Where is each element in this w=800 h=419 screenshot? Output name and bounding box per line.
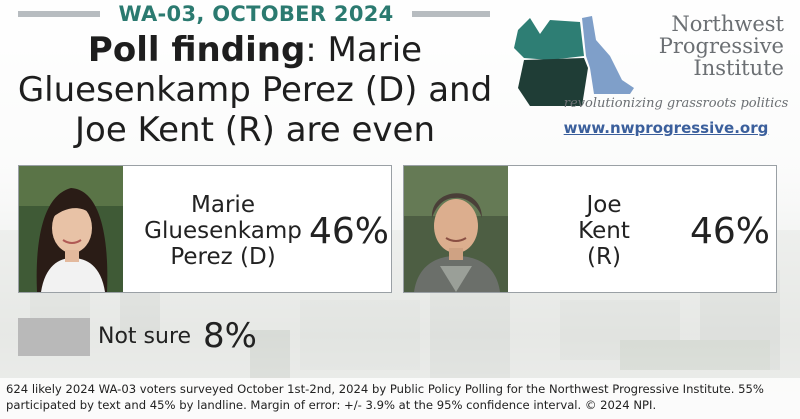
kicker-rule-left bbox=[18, 11, 100, 17]
candidate-percent-perez: 46% bbox=[309, 211, 390, 252]
kicker-rule-right bbox=[412, 11, 490, 17]
not-sure-label: Not sure bbox=[98, 324, 192, 349]
kicker: WA-03, OCTOBER 2024 bbox=[118, 2, 394, 26]
candidate-photo-perez bbox=[19, 166, 123, 292]
logo-line-1: Northwest bbox=[671, 12, 784, 36]
candidate-photo-kent bbox=[404, 166, 508, 292]
logo-tagline: revolutionizing grassroots politics bbox=[563, 96, 789, 111]
candidate-name-line-3: Perez (D) bbox=[170, 244, 276, 270]
logo-wordmark: Northwest Progressive Institute bbox=[612, 13, 784, 79]
logo-line-3: Institute bbox=[693, 56, 784, 80]
npi-map-logo bbox=[514, 16, 634, 106]
candidate-percent-kent: 46% bbox=[690, 211, 771, 252]
website-link[interactable]: www.nwprogressive.org bbox=[563, 119, 769, 137]
candidate-name-perez: Marie Gluesenkamp Perez (D) bbox=[123, 192, 323, 270]
logo-line-2: Progressive bbox=[658, 34, 784, 58]
methodology-footnote: 624 likely 2024 WA-03 voters surveyed Oc… bbox=[0, 378, 800, 419]
not-sure-swatch bbox=[18, 318, 90, 356]
candidate-name-line-3: (R) bbox=[587, 244, 621, 270]
headline-bold: Poll finding bbox=[87, 30, 306, 70]
headline: Poll finding: Marie Gluesenkamp Perez (D… bbox=[10, 30, 500, 150]
candidate-name-line-1: Marie bbox=[191, 192, 255, 218]
candidate-name-line-2: Kent bbox=[578, 218, 630, 244]
candidate-card-kent: Joe Kent (R) 46% bbox=[403, 165, 777, 293]
candidate-name-kent: Joe Kent (R) bbox=[534, 192, 674, 270]
candidate-card-perez: Marie Gluesenkamp Perez (D) 46% bbox=[18, 165, 392, 293]
candidate-name-line-2: Gluesenkamp bbox=[144, 218, 302, 244]
headline-rest: : Marie Gluesenkamp Perez (D) and Joe Ke… bbox=[17, 30, 493, 150]
candidate-name-line-1: Joe bbox=[586, 192, 622, 218]
not-sure-percent: 8% bbox=[203, 316, 257, 356]
